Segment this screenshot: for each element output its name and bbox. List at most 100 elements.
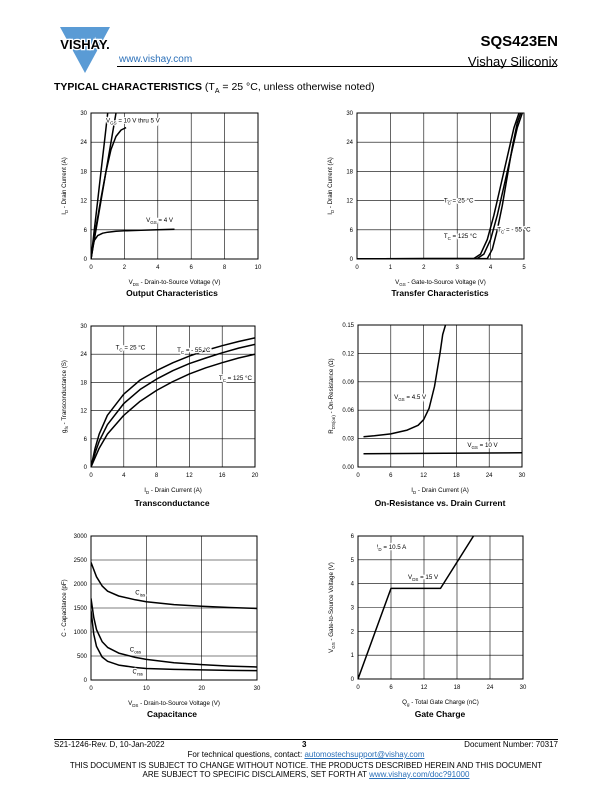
gate-charge-xtick-label: 6 xyxy=(389,685,393,691)
caption-output-characteristics: Output Characteristics xyxy=(126,288,218,298)
capacitance-xlabel: VDS - Drain-to-Source Voltage (V) xyxy=(128,700,220,708)
header-rule xyxy=(117,66,557,67)
capacitance-ytick-label: 1500 xyxy=(74,606,88,612)
company-name: Vishay Siliconix xyxy=(467,54,558,69)
on-resistance-ytick-label: 0.15 xyxy=(342,323,354,329)
transconductance-ytick-label: 24 xyxy=(80,352,87,358)
capacitance-ytick-label: 2000 xyxy=(74,582,88,588)
gate-charge-ytick-label: 1 xyxy=(351,653,355,659)
output-frame xyxy=(90,112,259,260)
gate-charge-xtick-label: 0 xyxy=(356,685,360,691)
output-xtick-label: 0 xyxy=(89,265,93,271)
output-ytick-label: 30 xyxy=(80,111,87,117)
on-resistance-annotation-1: VGS = 4.5 V xyxy=(394,394,427,402)
footer-notice-line2: ARE SUBJECT TO SPECIFIC DISCLAIMERS, SET… xyxy=(142,770,470,779)
vishay-logo: VISHAY. xyxy=(59,27,111,73)
capacitance-series-2 xyxy=(91,598,257,668)
footer-doc-ref: S21-1246-Rev. D, 10-Jan-2022 xyxy=(54,740,165,749)
gate-charge-ytick-label: 6 xyxy=(351,534,355,540)
footer-page-number: 3 xyxy=(302,740,307,749)
capacitance-xtick-label: 0 xyxy=(89,686,93,692)
capacitance-xtick-label: 20 xyxy=(198,686,205,692)
gate-charge-series-group xyxy=(358,536,475,679)
on-resistance-ytick-label: 0.06 xyxy=(342,408,354,414)
footer-doc-number: Document Number: 70317 xyxy=(464,740,558,749)
gate-charge-xtick-label: 24 xyxy=(487,685,494,691)
output-annotation-1: VGS = 10 V thru 5 V xyxy=(106,118,161,126)
transconductance-ylabel: gfs - Transconductance (S) xyxy=(61,360,69,433)
transfer-xtick-label: 4 xyxy=(489,265,493,271)
capacitance-series-group xyxy=(91,562,257,672)
output-xtick-label: 10 xyxy=(255,265,262,271)
transconductance-ytick-label: 6 xyxy=(84,437,88,443)
transfer-ytick-label: 18 xyxy=(346,169,353,175)
output-ytick-label: 12 xyxy=(80,199,87,205)
caption-transfer-characteristics: Transfer Characteristics xyxy=(391,288,489,298)
transfer-series-2 xyxy=(357,113,522,259)
transfer-ytick-label: 12 xyxy=(346,199,353,205)
transconductance-series-3 xyxy=(91,353,255,467)
gate-charge-ylabel: VGS - Gate-to-Source Voltage (V) xyxy=(328,562,336,653)
output-series-1 xyxy=(91,113,109,259)
website-link[interactable]: www.vishay.com xyxy=(119,54,193,65)
capacitance-ylabel: C - Capacitance (pF) xyxy=(61,579,68,636)
on-resistance-series-2 xyxy=(363,452,522,455)
on-resistance-ylabel: RDS(on) - On-Resistance (Ω) xyxy=(328,358,336,433)
footer-contact: For technical questions, contact: automo… xyxy=(187,750,425,759)
caption-gate-charge: Gate Charge xyxy=(414,709,466,719)
output-ytick-label: 24 xyxy=(80,140,87,146)
transfer-ytick-label: 0 xyxy=(350,257,354,263)
transfer-annotation-1: TC = 25 °C xyxy=(444,198,474,206)
transfer-xtick-label: 0 xyxy=(355,265,359,271)
caption-capacitance: Capacitance xyxy=(146,709,198,719)
output-ytick-label: 0 xyxy=(84,257,88,263)
transfer-ytick-label: 24 xyxy=(346,140,353,146)
footer-rule xyxy=(54,739,558,740)
caption-on-resistance: On-Resistance vs. Drain Current xyxy=(374,498,506,508)
on-resistance-xtick-label: 30 xyxy=(519,473,526,479)
output-xtick-label: 2 xyxy=(123,265,127,271)
output-xtick-label: 6 xyxy=(190,265,194,271)
output-series-4 xyxy=(91,228,175,259)
on-resistance-ytick-label: 0.00 xyxy=(342,465,354,471)
part-number: SQS423EN xyxy=(480,33,558,50)
transfer-series-group xyxy=(357,113,524,259)
on-resistance-ytick-label: 0.09 xyxy=(342,380,354,386)
transconductance-annotation-2: TC = - 55 °C xyxy=(177,347,211,355)
disclaimer-link[interactable]: www.vishay.com/doc?91000 xyxy=(369,770,470,779)
transfer-xtick-label: 3 xyxy=(456,265,460,271)
gate-charge-grid xyxy=(357,535,524,680)
contact-email-link[interactable]: automostechsupport@vishay.com xyxy=(304,750,425,759)
transfer-ytick-label: 6 xyxy=(350,228,354,234)
gate-charge-xtick-label: 12 xyxy=(421,685,428,691)
capacitance-annotation-3: Crss xyxy=(133,668,144,676)
transfer-annotation-3: TC = - 55 °C xyxy=(497,227,531,235)
on-resistance-annotation-2: VGS = 10 V xyxy=(467,442,498,450)
output-series-group xyxy=(91,113,175,259)
vishay-logo-triangle xyxy=(60,27,110,73)
transfer-xtick-label: 1 xyxy=(389,265,393,271)
transconductance-ytick-label: 30 xyxy=(80,324,87,330)
vishay-logo-text: VISHAY. xyxy=(60,37,109,52)
output-annotation-2: VGS = 4 V xyxy=(146,217,174,225)
capacitance-ytick-label: 1000 xyxy=(74,630,88,636)
gate-charge-xtick-label: 18 xyxy=(454,685,461,691)
output-ytick-label: 6 xyxy=(84,228,88,234)
transfer-ylabel: ID - Drain Current (A) xyxy=(327,157,335,215)
transfer-annotation-2: TC = 125 °C xyxy=(444,233,478,241)
gate-charge-ytick-label: 3 xyxy=(351,606,355,612)
gate-charge-ytick-label: 5 xyxy=(351,558,355,564)
on-resistance-xtick-label: 0 xyxy=(356,473,360,479)
transfer-frame xyxy=(356,112,525,260)
transconductance-series-1 xyxy=(91,337,255,467)
transconductance-xlabel: ID - Drain Current (A) xyxy=(144,487,202,495)
on-resistance-xlabel: ID - Drain Current (A) xyxy=(411,487,469,495)
gate-charge-frame xyxy=(357,535,524,680)
transfer-ytick-label: 30 xyxy=(346,111,353,117)
chart-capacitance: 0 10 20 30 0 500 1000 1500 2000 2500 3000 VDS - Dra… xyxy=(61,534,261,708)
capacitance-ytick-label: 0 xyxy=(84,678,88,684)
on-resistance-frame xyxy=(357,324,523,468)
transconductance-ytick-label: 18 xyxy=(80,380,87,386)
